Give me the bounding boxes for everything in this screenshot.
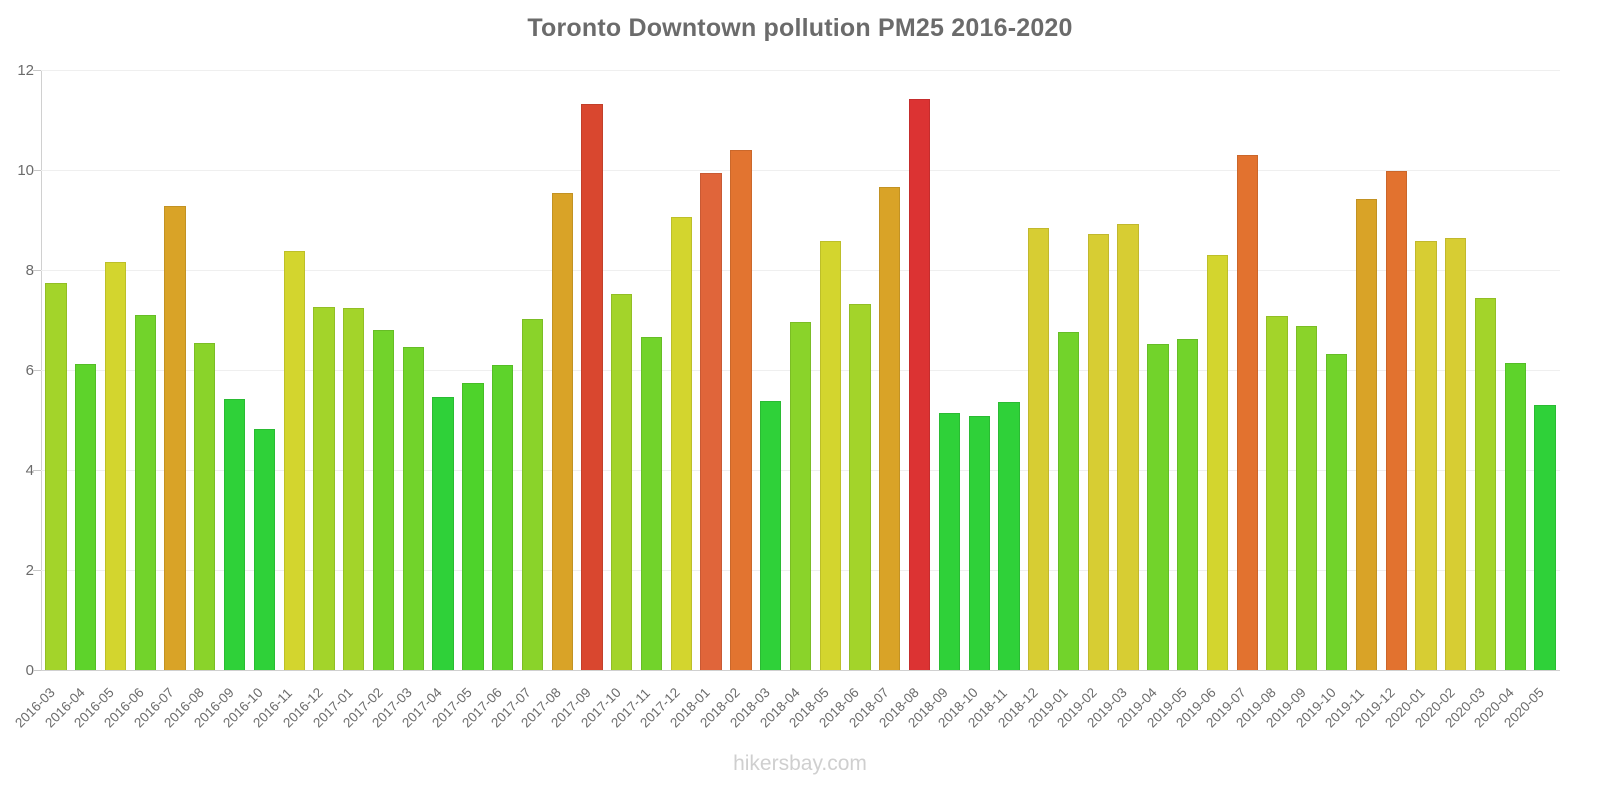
bar[interactable] (968, 415, 990, 670)
bar[interactable] (402, 347, 424, 670)
bar[interactable] (551, 192, 573, 670)
bar[interactable] (343, 307, 365, 670)
bar[interactable] (1266, 315, 1288, 670)
gridline-0 (41, 670, 1560, 671)
bar[interactable] (45, 282, 67, 670)
y-axis-tick-mark (33, 270, 41, 271)
bar[interactable] (581, 104, 603, 670)
bar[interactable] (640, 337, 663, 670)
y-axis-tick-mark (33, 70, 41, 71)
bar[interactable] (194, 342, 216, 670)
bar[interactable] (1385, 170, 1407, 670)
bar[interactable] (908, 99, 931, 670)
bar[interactable] (849, 303, 871, 670)
y-axis-tick-label: 0 (25, 662, 34, 679)
y-axis-tick-label: 2 (25, 562, 34, 579)
bar[interactable] (372, 330, 395, 670)
bar[interactable] (819, 240, 841, 670)
plot-area (41, 70, 1560, 671)
y-axis-tick-mark (33, 570, 41, 571)
bar[interactable] (164, 206, 186, 670)
y-axis-tick-label: 10 (17, 162, 34, 179)
bar[interactable] (1296, 326, 1318, 670)
bar[interactable] (1415, 240, 1437, 670)
bar[interactable] (462, 383, 484, 670)
bar[interactable] (223, 399, 246, 670)
bar[interactable] (1236, 155, 1258, 670)
bar[interactable] (700, 172, 722, 670)
bar[interactable] (1117, 224, 1139, 670)
y-axis-tick-label: 12 (17, 62, 34, 79)
bar[interactable] (1057, 331, 1080, 670)
bar[interactable] (730, 149, 752, 670)
bar[interactable] (104, 261, 127, 670)
y-axis-tick-label: 4 (25, 462, 34, 479)
bar[interactable] (253, 429, 276, 670)
bar[interactable] (789, 321, 812, 670)
bar[interactable] (283, 251, 305, 670)
y-axis-tick-label: 6 (25, 362, 34, 379)
bar[interactable] (134, 315, 156, 670)
bar[interactable] (1087, 233, 1109, 670)
bar[interactable] (521, 319, 544, 670)
bar[interactable] (492, 365, 514, 670)
chart-title: Toronto Downtown pollution PM25 2016-202… (527, 14, 1073, 42)
y-axis-tick-label: 8 (25, 262, 34, 279)
y-axis-tick-mark (33, 470, 41, 471)
bar[interactable] (1206, 255, 1229, 670)
bar[interactable] (1028, 227, 1050, 670)
y-axis-tick-mark (33, 170, 41, 171)
bar[interactable] (1147, 343, 1169, 670)
gridline-8 (41, 270, 1560, 271)
bar[interactable] (1504, 363, 1526, 670)
bar[interactable] (1177, 339, 1199, 670)
bar[interactable] (670, 216, 692, 670)
bar[interactable] (1534, 404, 1556, 670)
y-axis-tick-mark (33, 370, 41, 371)
bar[interactable] (75, 364, 97, 670)
bar[interactable] (611, 293, 633, 670)
source-watermark: hikersbay.com (733, 752, 867, 775)
bar[interactable] (1445, 237, 1467, 670)
bar[interactable] (432, 397, 454, 670)
bar[interactable] (879, 187, 901, 670)
bar[interactable] (313, 307, 335, 670)
bar[interactable] (1355, 199, 1378, 670)
bar[interactable] (1325, 354, 1348, 670)
bar[interactable] (938, 413, 961, 670)
gridline-10 (41, 170, 1560, 171)
gridline-12 (41, 70, 1560, 71)
bar[interactable] (998, 402, 1020, 670)
bar[interactable] (760, 400, 782, 670)
y-axis-tick-mark (33, 670, 41, 671)
bar[interactable] (1474, 298, 1497, 670)
